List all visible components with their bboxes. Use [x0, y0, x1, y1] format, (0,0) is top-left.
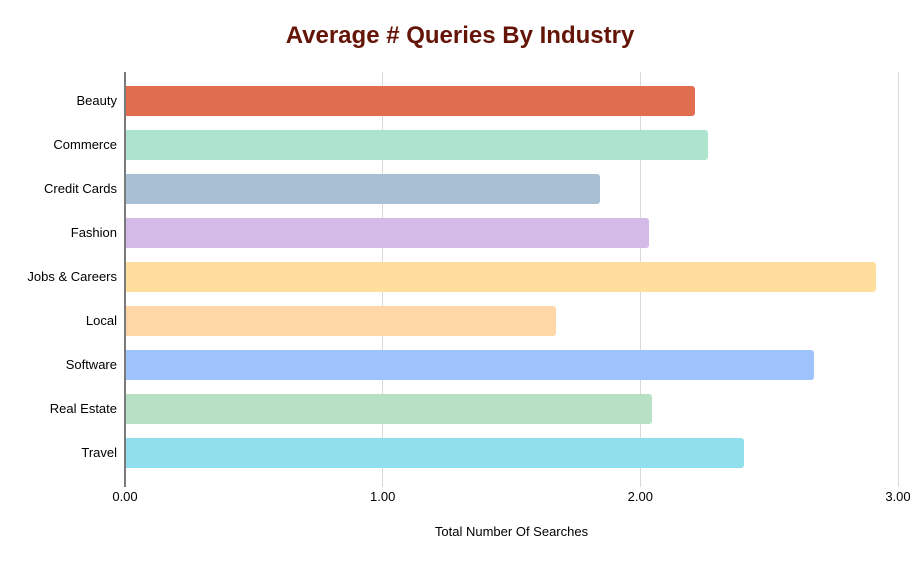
gridline-3.00: [897, 72, 899, 482]
chart-title: Average # Queries By Industry: [285, 22, 635, 49]
bar-fashion: [126, 218, 650, 248]
tick-mark: [897, 482, 899, 487]
category-label-beauty: Beauty: [76, 93, 117, 108]
category-label-jobs-careers: Jobs & Careers: [27, 269, 117, 284]
tick-mark: [639, 482, 641, 487]
bar-real-estate: [126, 394, 652, 424]
x-tick-label: 0.00: [112, 489, 138, 504]
category-label-commerce: Commerce: [53, 137, 117, 152]
bar-travel: [126, 438, 745, 468]
category-label-credit-cards: Credit Cards: [44, 181, 117, 196]
x-axis-title: Total Number Of Searches: [434, 524, 589, 539]
y-axis-line: [124, 72, 126, 487]
x-tick-label: 3.00: [885, 489, 911, 504]
category-label-real-estate: Real Estate: [49, 401, 117, 416]
bar-jobs-careers: [126, 262, 876, 292]
x-tick-label: 2.00: [627, 489, 653, 504]
bar-credit-cards: [126, 174, 601, 204]
bar-local: [126, 306, 557, 336]
bar-commerce: [126, 130, 709, 160]
category-label-travel: Travel: [81, 445, 117, 460]
bar-software: [126, 350, 814, 380]
category-label-local: Local: [85, 313, 117, 328]
bar-beauty: [126, 86, 696, 116]
plot-area: 0.00 1.00 2.00 3.00: [112, 72, 911, 504]
tick-mark: [382, 482, 384, 487]
category-label-fashion: Fashion: [70, 225, 117, 240]
category-label-software: Software: [65, 357, 117, 372]
y-axis-labels: Beauty Commerce Credit Cards Fashion Jobs & …: [0, 72, 117, 482]
x-tick-label: 1.00: [370, 489, 396, 504]
